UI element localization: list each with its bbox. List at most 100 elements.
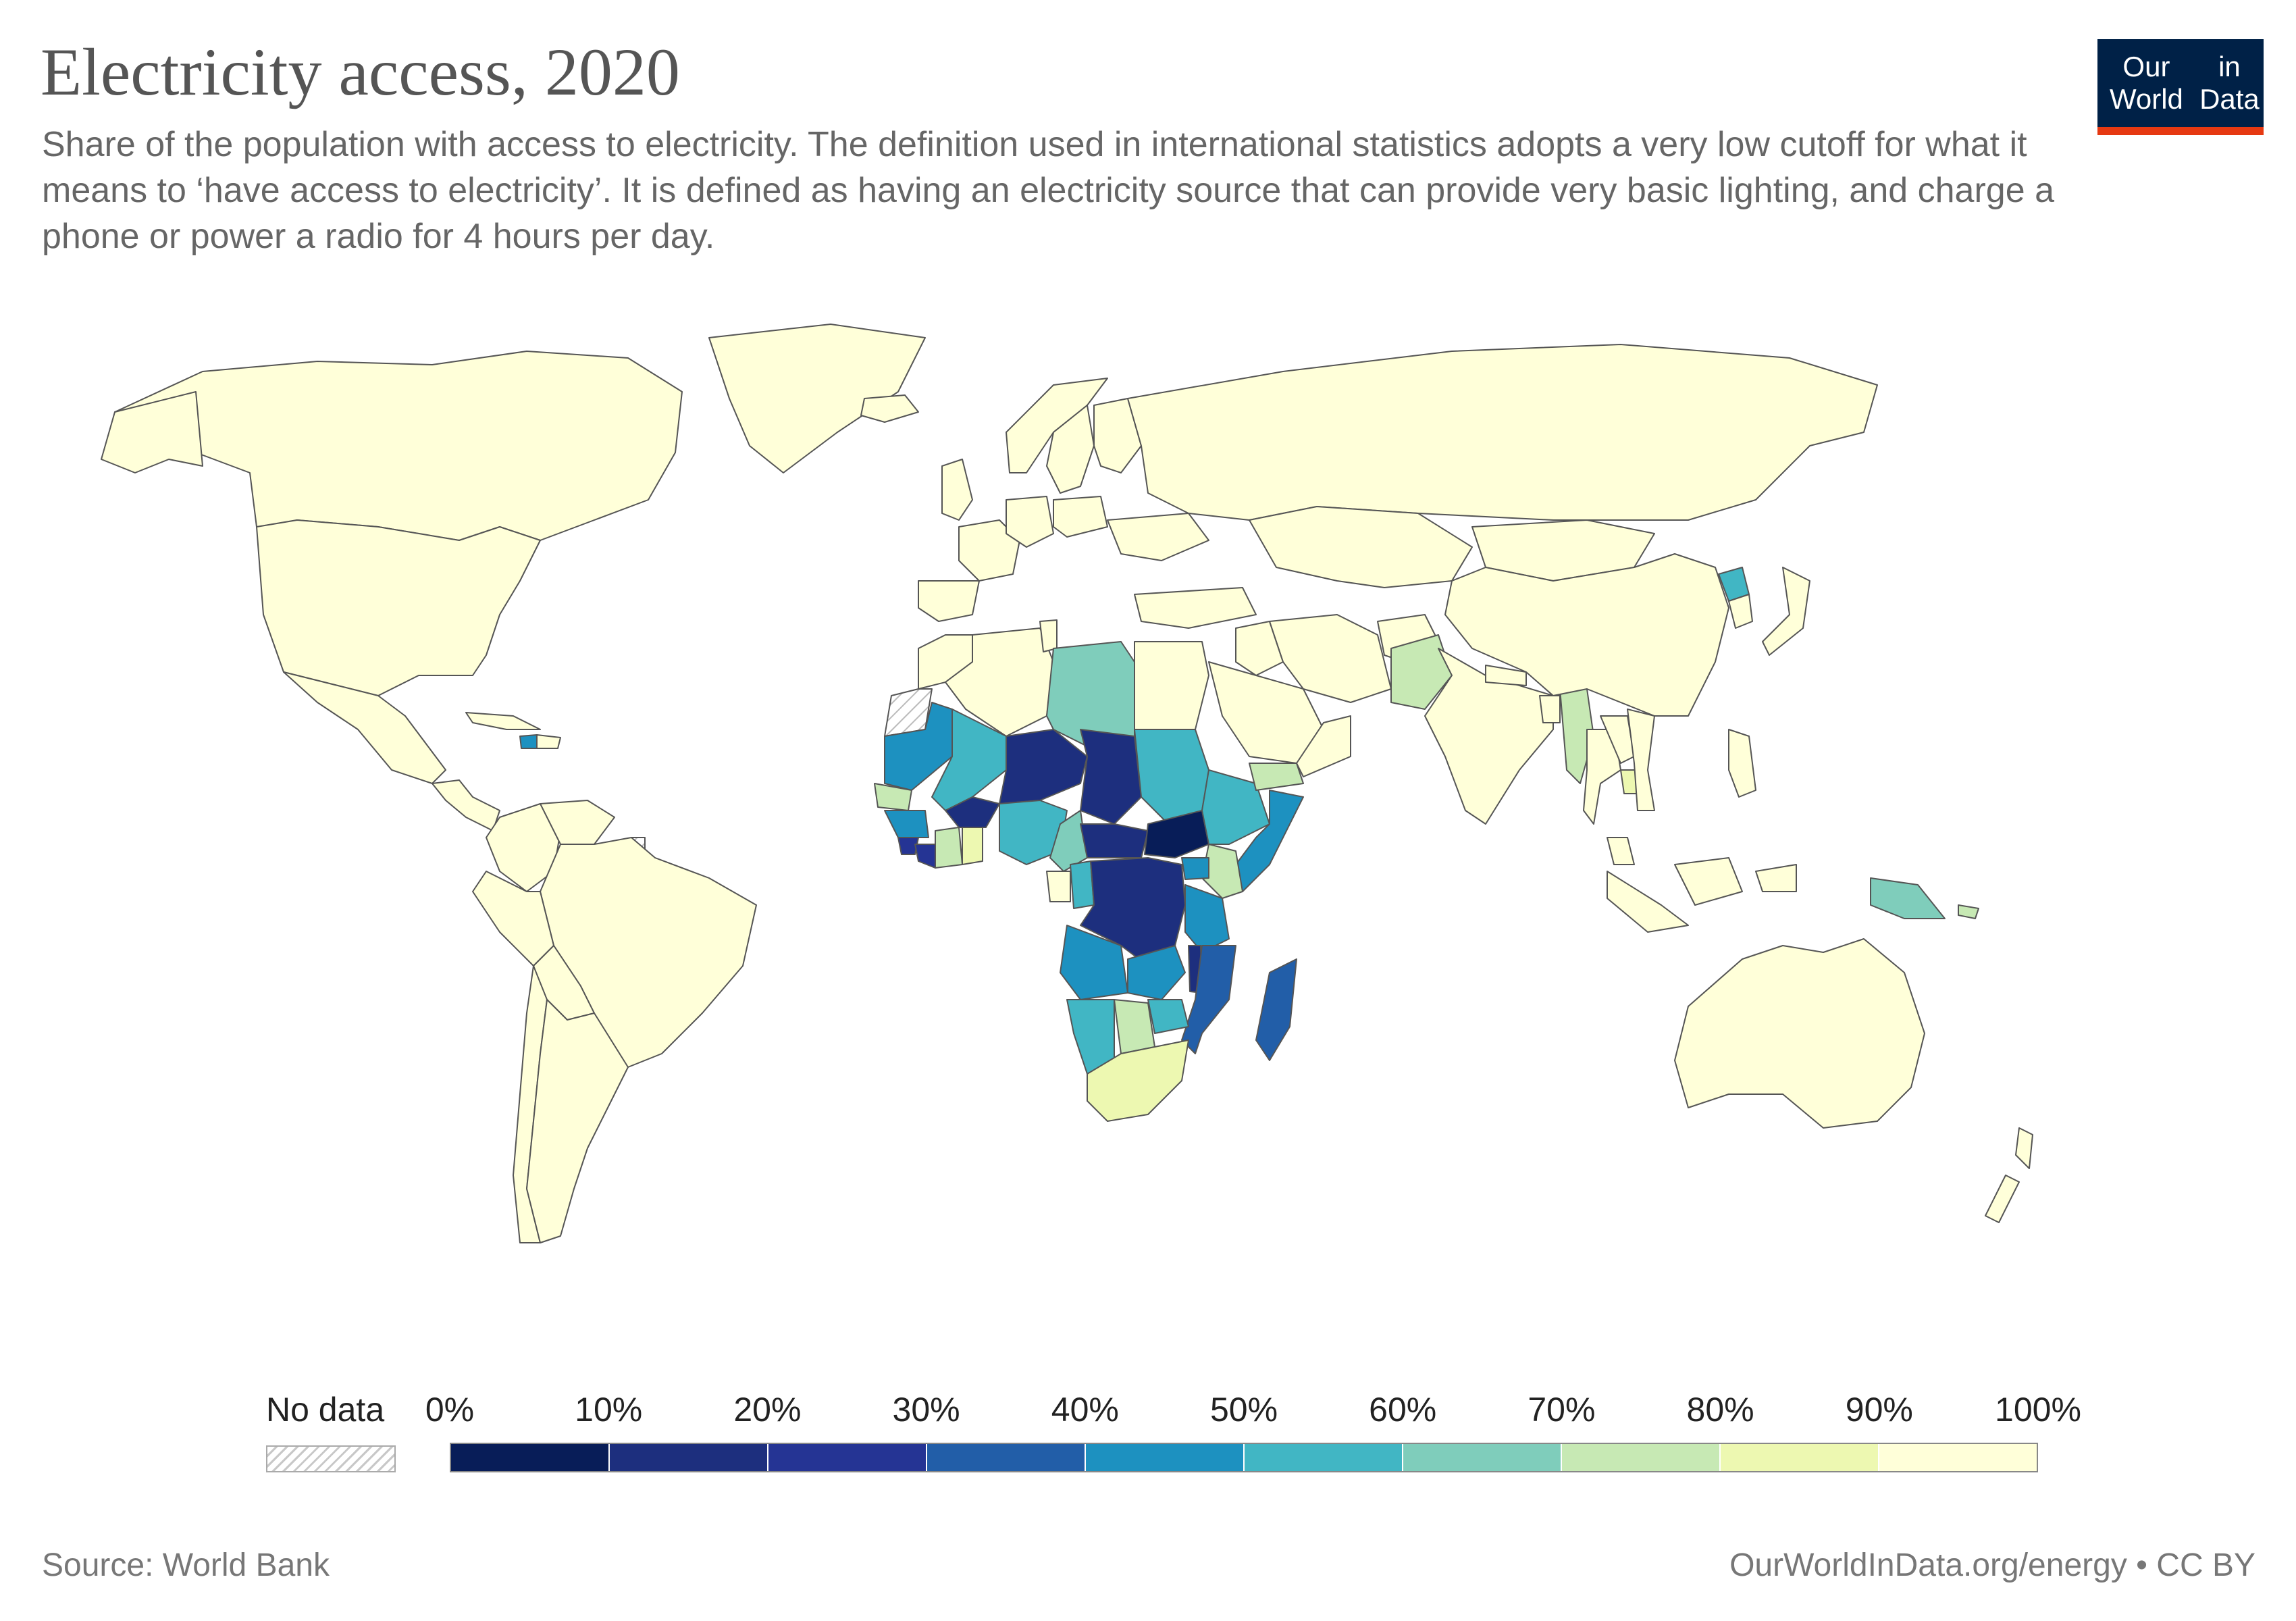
chart-subtitle: Share of the population with access to e…	[42, 125, 2054, 256]
country-spain[interactable]	[918, 580, 980, 622]
country-cote-divoire[interactable]	[935, 827, 963, 869]
country-united-states-alaska[interactable]	[101, 391, 203, 473]
legend-ticks: 0% 10% 20% 30% 40% 50% 60% 70% 80% 90% 100%	[0, 1390, 2296, 1431]
country-botswana[interactable]	[1114, 999, 1155, 1054]
legend-tick-label: 50%	[1209, 1391, 1278, 1429]
legend-bin-9	[1879, 1444, 2037, 1471]
country-turkey[interactable]	[1134, 587, 1257, 629]
country-mexico[interactable]	[283, 671, 446, 784]
owid-logo[interactable]: Our World in Data	[2097, 39, 2264, 135]
country-united-kingdom[interactable]	[941, 459, 973, 521]
country-australia[interactable]	[1674, 938, 1925, 1129]
country-zambia[interactable]	[1127, 945, 1186, 1000]
legend-tick-label: 80%	[1686, 1391, 1754, 1429]
country-south-korea[interactable]	[1728, 594, 1753, 629]
legend-tick-label: 40%	[1051, 1391, 1119, 1429]
legend-tick-label: 60%	[1369, 1391, 1437, 1429]
country-pakistan[interactable]	[1390, 634, 1453, 710]
country-india[interactable]	[1424, 648, 1554, 825]
legend-bin-0	[451, 1444, 610, 1471]
legend-bin-4	[1086, 1444, 1245, 1471]
country-south-africa[interactable]	[1087, 1039, 1189, 1122]
country-gabon[interactable]	[1046, 871, 1071, 902]
country-philippines[interactable]	[1728, 729, 1756, 798]
country-haiti[interactable]	[519, 734, 538, 749]
country-peru[interactable]	[472, 871, 554, 967]
country-venezuela[interactable]	[540, 800, 615, 845]
country-argentina[interactable]	[526, 999, 629, 1243]
country-sweden[interactable]	[1046, 405, 1095, 494]
country-iceland[interactable]	[860, 394, 919, 423]
country-mozambique[interactable]	[1181, 945, 1236, 1054]
country-guinea[interactable]	[884, 810, 929, 838]
country-uganda[interactable]	[1181, 857, 1209, 880]
legend-no-data-swatch	[266, 1445, 396, 1472]
country-tunisia[interactable]	[1039, 619, 1058, 652]
country-chad[interactable]	[1080, 729, 1142, 825]
legend-bin-5	[1245, 1444, 1403, 1471]
country-south-sudan[interactable]	[1144, 810, 1209, 858]
legend-bin-7	[1562, 1444, 1721, 1471]
chart-title: Electricity access, 2020	[41, 34, 680, 109]
country-new-zealand[interactable]	[1985, 1127, 2033, 1223]
country-vietnam[interactable]	[1627, 709, 1655, 811]
country-burkina-faso[interactable]	[945, 796, 1000, 828]
country-russia[interactable]	[1127, 344, 1878, 521]
country-sudan[interactable]	[1134, 729, 1209, 825]
country-canada[interactable]	[114, 351, 683, 541]
legend-bin-2	[768, 1444, 927, 1471]
country-bangladesh[interactable]	[1539, 695, 1561, 723]
legend-tick-label: 30%	[892, 1391, 960, 1429]
legend-bin-6	[1403, 1444, 1562, 1471]
country-angola[interactable]	[1060, 925, 1128, 1000]
country-iran[interactable]	[1269, 614, 1392, 703]
country-madagascar[interactable]	[1255, 958, 1297, 1061]
country-indonesia[interactable]	[1607, 857, 1797, 933]
country-germany[interactable]	[1006, 496, 1054, 548]
legend-tick-label: 0%	[425, 1391, 475, 1429]
country-egypt[interactable]	[1134, 641, 1209, 730]
legend-tick-label: 100%	[1995, 1391, 2081, 1429]
country-japan[interactable]	[1762, 567, 1810, 656]
country-central-african-republic[interactable]	[1080, 823, 1149, 858]
country-cuba[interactable]	[465, 712, 541, 730]
country-dominican-republic[interactable]	[536, 734, 561, 749]
country-united-states[interactable]	[256, 519, 541, 696]
country-zimbabwe[interactable]	[1147, 999, 1189, 1034]
legend-tick-label: 70%	[1528, 1391, 1596, 1429]
country-yemen[interactable]	[1249, 763, 1304, 791]
legend-bin-1	[610, 1444, 768, 1471]
country-papua-new-guinea[interactable]	[1870, 877, 1946, 919]
source-note: Source: World Bank	[42, 1547, 330, 1583]
legend-tick-label: 90%	[1845, 1391, 1913, 1429]
country-solomon-islands[interactable]	[1958, 904, 1979, 919]
legend-bin-8	[1721, 1444, 1879, 1471]
country-congo[interactable]	[1070, 860, 1095, 909]
country-western-sahara[interactable]	[884, 688, 933, 737]
logo-line-2: in Data	[2199, 51, 2260, 115]
credit-link[interactable]: OurWorldInData.org/energy • CC BY	[1729, 1547, 2255, 1583]
country-nepal[interactable]	[1485, 665, 1527, 686]
world-map	[0, 297, 2296, 1351]
country-ukraine[interactable]	[1107, 513, 1209, 561]
legend-tick-label: 20%	[733, 1391, 802, 1429]
country-niger[interactable]	[999, 729, 1088, 804]
legend-bin-3	[927, 1444, 1086, 1471]
country-malaysia[interactable]	[1607, 837, 1635, 865]
country-oman[interactable]	[1296, 715, 1351, 777]
country-central-america[interactable]	[432, 779, 500, 831]
country-china[interactable]	[1444, 553, 1729, 717]
country-greenland[interactable]	[708, 324, 926, 473]
legend-no-data-label: No data	[266, 1391, 385, 1429]
country-liberia[interactable]	[914, 844, 936, 869]
world-map-svg	[101, 324, 2033, 1243]
country-kazakhstan[interactable]	[1249, 506, 1473, 588]
country-iraq[interactable]	[1235, 621, 1284, 676]
country-ghana[interactable]	[962, 827, 983, 865]
country-sierra-leone[interactable]	[897, 837, 919, 855]
legend-tick-label: 10%	[575, 1391, 643, 1429]
logo-line-1: Our World	[2109, 51, 2183, 115]
country-poland[interactable]	[1053, 496, 1108, 538]
country-france[interactable]	[958, 519, 1020, 582]
legend-color-bar	[450, 1443, 2038, 1472]
